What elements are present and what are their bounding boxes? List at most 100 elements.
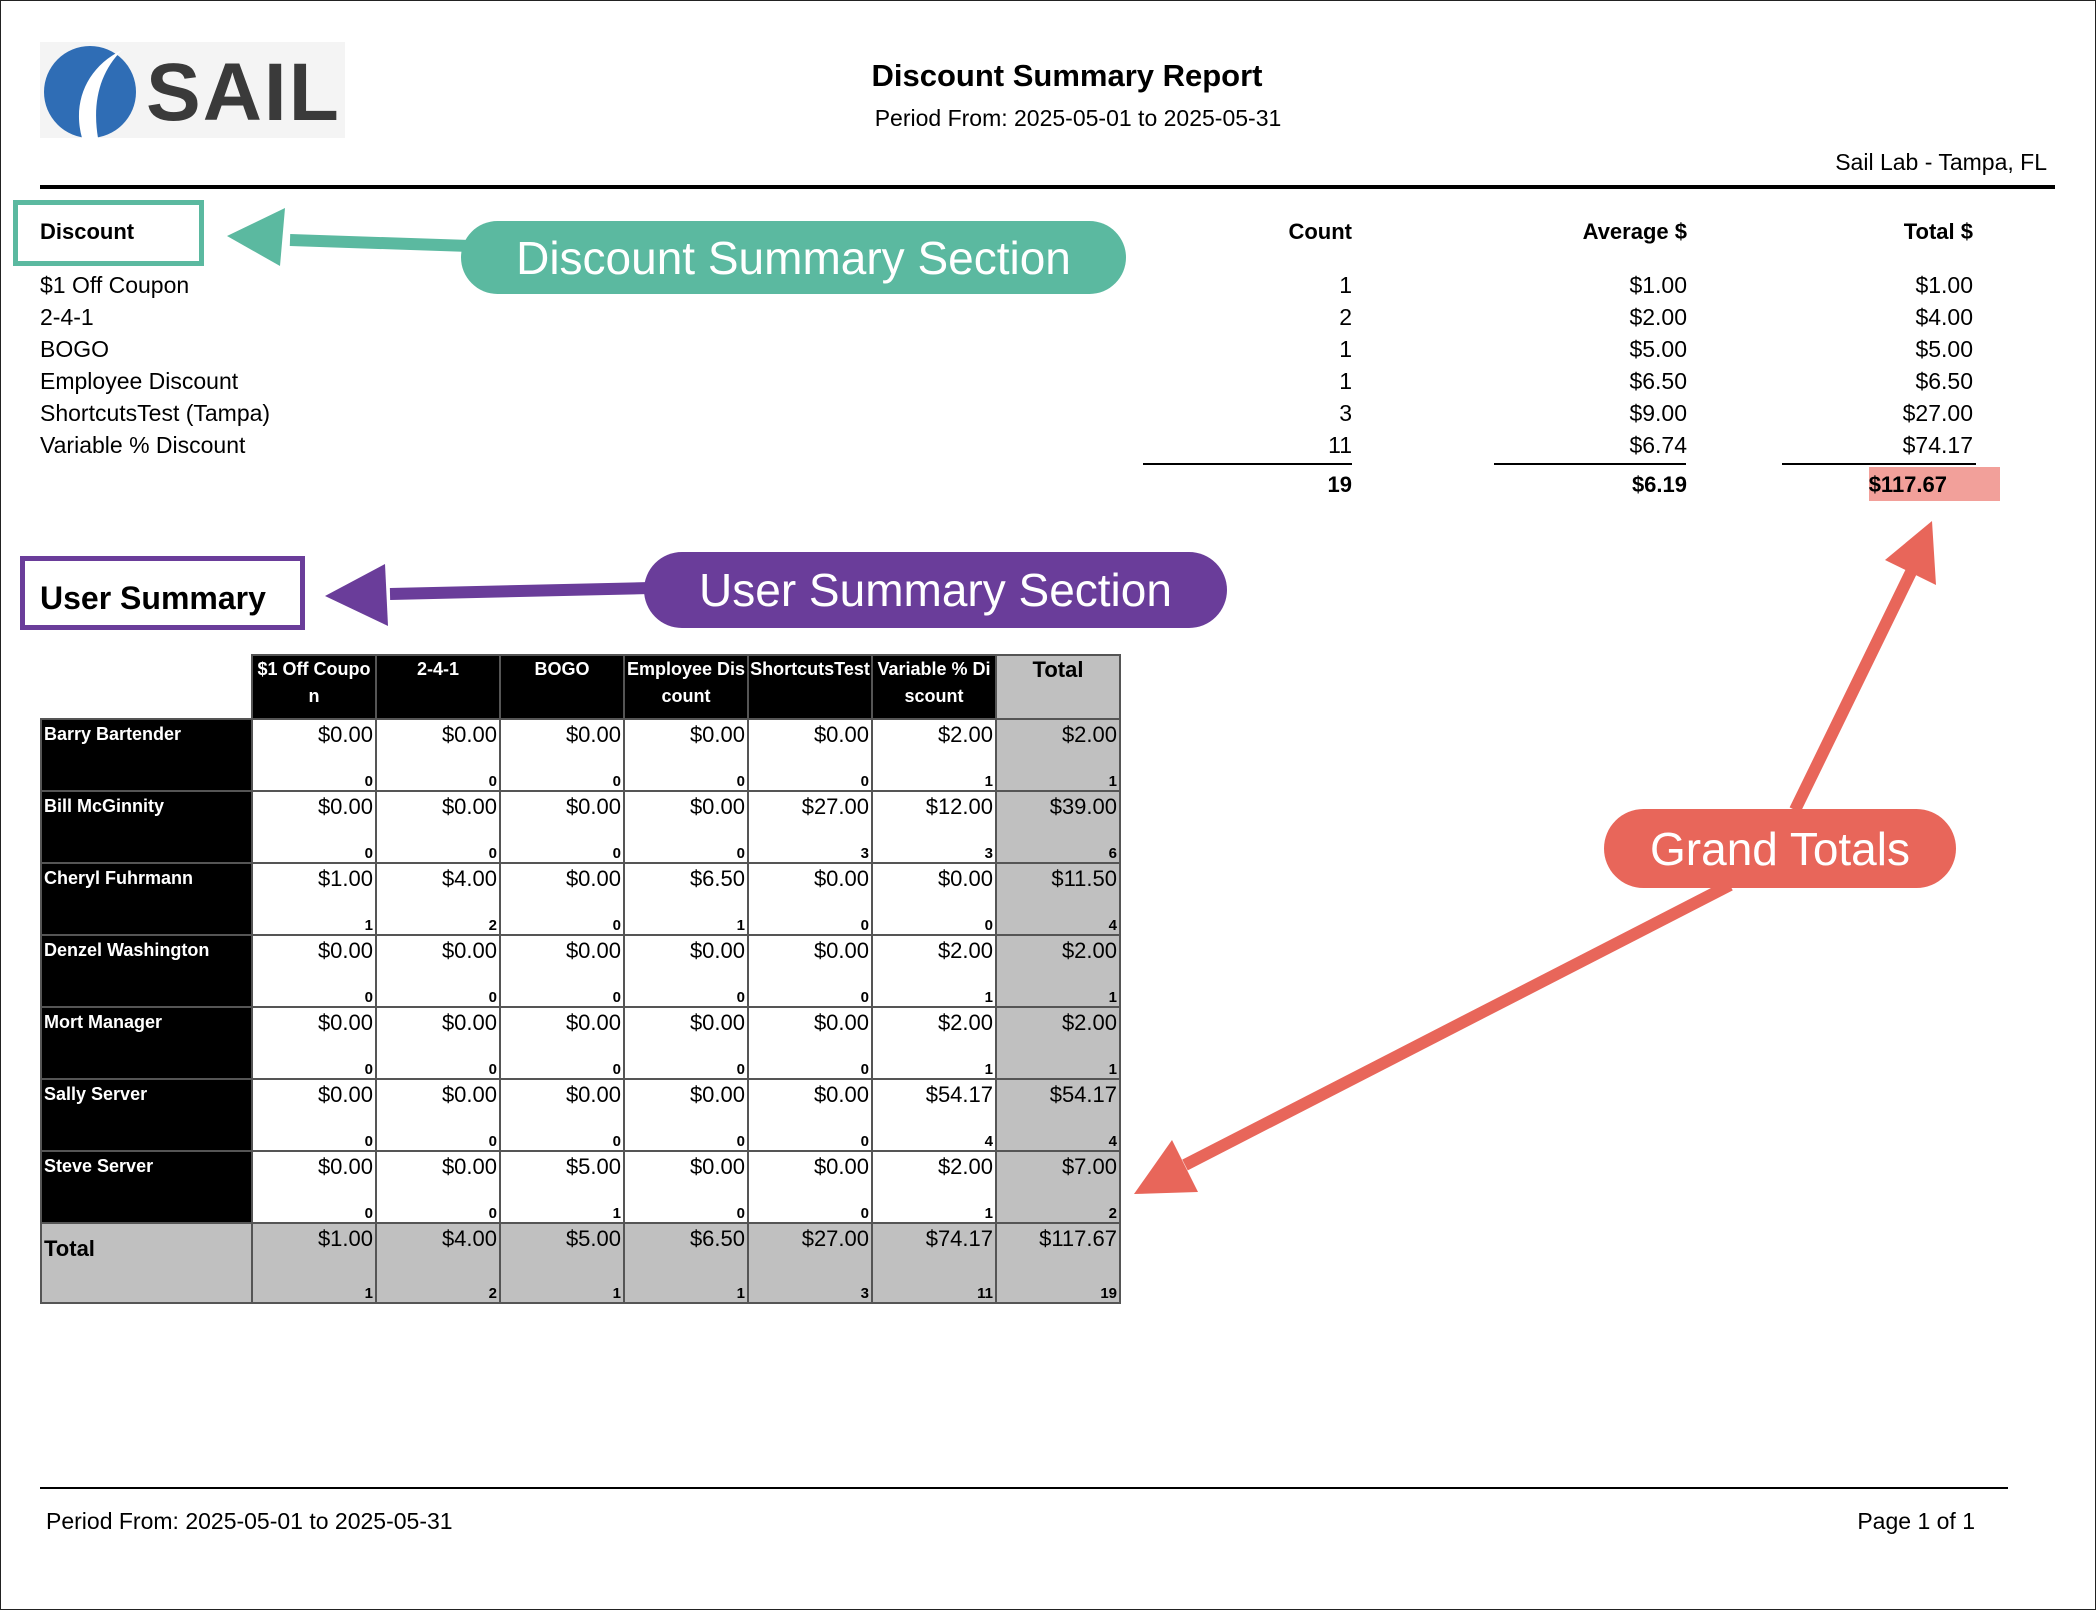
user-row: Bill McGinnity $0.00 0 $0.00 0 $0.00 0 $0.00 0 $2… <box>40 790 1121 864</box>
amount-cell: $0.00 0 <box>747 1150 873 1224</box>
amount-cell: $0.00 0 <box>499 790 625 864</box>
column-header: Employee Discount <box>623 654 749 720</box>
count: 0 <box>736 1133 745 1150</box>
count: 1 <box>1108 773 1117 790</box>
amount: $7.00 <box>1061 1154 1117 1179</box>
amount: $0.00 <box>317 1154 373 1179</box>
amount: $0.00 <box>689 1154 745 1179</box>
page-number: Page 1 of 1 <box>1857 1508 1975 1534</box>
amount-cell: $0.00 0 <box>499 1078 625 1152</box>
count: 1 <box>364 1285 373 1302</box>
amount-cell: $0.00 0 <box>499 862 625 936</box>
count: 0 <box>736 773 745 790</box>
amount-cell: $2.00 1 <box>995 934 1121 1008</box>
amount: $0.00 <box>317 1082 373 1107</box>
count: 1 <box>984 1061 993 1078</box>
user-summary-table: $1 Off Coupon 2-4-1 BOGO Employee Discount S… <box>40 654 1121 1304</box>
count: 0 <box>736 989 745 1006</box>
user-name: Barry Bartender <box>40 718 253 792</box>
location: Sail Lab - Tampa, FL <box>1835 149 2047 175</box>
discount-name: $1 Off Coupon <box>40 272 190 298</box>
amount: $0.00 <box>317 1010 373 1035</box>
amount: $0.00 <box>565 938 621 963</box>
report-title: Discount Summary Report <box>871 58 1263 93</box>
count: 0 <box>364 989 373 1006</box>
amount: $0.00 <box>565 1010 621 1035</box>
amount: $0.00 <box>813 1154 869 1179</box>
amount-cell: $0.00 0 <box>375 1150 501 1224</box>
user-name: Sally Server <box>40 1078 253 1152</box>
amount: $0.00 <box>317 938 373 963</box>
amount-cell: $0.00 0 <box>747 934 873 1008</box>
count: 0 <box>612 1133 621 1150</box>
amount: $2.00 <box>937 938 993 963</box>
user-row: Cheryl Fuhrmann $1.00 1 $4.00 2 $0.00 0 $6.50 1 $… <box>40 862 1121 936</box>
amount: $11.50 <box>1051 866 1117 891</box>
annotation-label: User Summary Section <box>644 552 1227 628</box>
discount-value: 1 <box>1339 336 1352 362</box>
amount-cell: $2.00 1 <box>871 1150 997 1224</box>
count: 0 <box>612 917 621 934</box>
amount-cell: $2.00 1 <box>871 1006 997 1080</box>
count: 0 <box>488 1205 497 1222</box>
count: 0 <box>488 1133 497 1150</box>
amount: $54.17 <box>925 1082 993 1107</box>
user-row: Mort Manager $0.00 0 $0.00 0 $0.00 0 $0.00 0 $0.0… <box>40 1006 1121 1080</box>
amount-cell: $12.00 3 <box>871 790 997 864</box>
amount-cell: $0.00 0 <box>623 790 749 864</box>
discount-name: 2-4-1 <box>40 304 94 330</box>
user-name: Denzel Washington <box>40 934 253 1008</box>
count: 0 <box>364 773 373 790</box>
amount-cell: $0.00 0 <box>375 1006 501 1080</box>
amount-cell: $0.00 0 <box>499 718 625 792</box>
count: 0 <box>612 1061 621 1078</box>
amount: $27.00 <box>801 794 869 819</box>
discount-value: $6.74 <box>1629 432 1687 458</box>
amount-cell: $2.00 1 <box>871 718 997 792</box>
count: 0 <box>860 1205 869 1222</box>
column-header: $1 Off Coupon <box>251 654 377 720</box>
amount: $1.00 <box>317 1226 373 1251</box>
amount: $0.00 <box>689 794 745 819</box>
amount: $6.50 <box>689 1226 745 1251</box>
amount: $0.00 <box>813 722 869 747</box>
count: 1 <box>364 917 373 934</box>
count: 0 <box>860 1133 869 1150</box>
total-row: Total $1.00 1 $4.00 2 $5.00 1 $6.50 1 $27.00 3 $74.… <box>40 1222 1121 1304</box>
count: 1 <box>736 917 745 934</box>
count: 19 <box>1100 1285 1117 1302</box>
discount-value: 3 <box>1339 400 1352 426</box>
amount-cell: $0.00 0 <box>623 1150 749 1224</box>
column-header: Discount <box>40 219 135 244</box>
column-header: Variable % Discount <box>871 654 997 720</box>
discount-value: $1.00 <box>1915 272 1973 298</box>
amount-cell: $0.00 0 <box>871 862 997 936</box>
count: 0 <box>860 989 869 1006</box>
discount-value: $74.17 <box>1902 432 1973 458</box>
column-header: Average $ <box>1582 219 1687 244</box>
discount-value: $5.00 <box>1915 336 1973 362</box>
count: 1 <box>612 1205 621 1222</box>
discount-total: $117.67 <box>1868 472 1947 497</box>
header-rule <box>40 185 2055 189</box>
count: 1 <box>612 1285 621 1302</box>
amount-cell: $0.00 0 <box>251 1150 377 1224</box>
header-row: $1 Off Coupon 2-4-1 BOGO Employee Discount S… <box>41 654 1121 720</box>
amount-cell: $0.00 0 <box>375 1078 501 1152</box>
amount: $0.00 <box>317 794 373 819</box>
user-row: Denzel Washington $0.00 0 $0.00 0 $0.00 0 $0.00… <box>40 934 1121 1008</box>
amount: $4.00 <box>441 866 497 891</box>
amount: $0.00 <box>441 794 497 819</box>
amount-cell: $0.00 0 <box>499 1006 625 1080</box>
column-header: Total <box>995 654 1121 720</box>
column-header: Count <box>1288 219 1352 244</box>
amount-cell: $0.00 0 <box>375 790 501 864</box>
discount-value: 1 <box>1339 368 1352 394</box>
amount: $2.00 <box>937 1010 993 1035</box>
amount-cell: $0.00 0 <box>499 934 625 1008</box>
amount: $0.00 <box>565 866 621 891</box>
grand-total-highlight <box>1869 467 2000 501</box>
amount: $0.00 <box>317 722 373 747</box>
amount-cell: $7.00 2 <box>995 1150 1121 1224</box>
count: 0 <box>612 773 621 790</box>
